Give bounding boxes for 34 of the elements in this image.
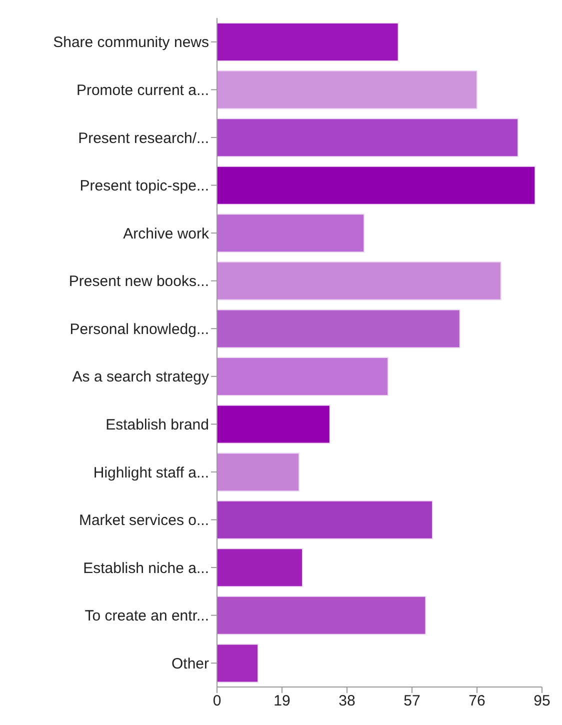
- bar: [217, 118, 519, 158]
- x-tick-label: 57: [404, 692, 420, 710]
- y-tick-label: As a search strategy: [72, 368, 210, 386]
- y-tick-label: Personal knowledg...: [70, 320, 209, 338]
- y-tick-label: Present research/...: [78, 130, 209, 147]
- y-tick-label: Promote current a...: [76, 82, 209, 100]
- bar: [217, 452, 300, 492]
- x-tick-label: 38: [338, 692, 356, 710]
- x-tick-label: 76: [468, 692, 486, 710]
- y-tick-label: Archive work: [123, 225, 210, 242]
- bar: [217, 596, 426, 635]
- bar: [217, 309, 460, 348]
- bar: [217, 22, 399, 62]
- y-tick-label: Present topic-spe...: [80, 178, 209, 195]
- y-tick-label: Other: [171, 655, 210, 672]
- x-tick-label: 95: [534, 692, 550, 710]
- x-tick-label: 19: [274, 692, 290, 710]
- y-tick-label: Market services o...: [78, 512, 209, 530]
- bar: [217, 214, 365, 253]
- y-tick-label: To create an entr...: [84, 608, 209, 625]
- bar: [217, 500, 434, 540]
- bar: [217, 357, 389, 396]
- y-tick-label: Present new books...: [68, 273, 209, 290]
- y-tick-label: Establish brand: [106, 416, 209, 434]
- bar: [217, 261, 502, 300]
- bar: [217, 166, 536, 205]
- y-tick-label: Highlight staff a...: [93, 464, 209, 482]
- bar: [217, 548, 304, 588]
- y-tick-label: Establish niche a...: [83, 560, 209, 577]
- bar: [217, 644, 259, 683]
- x-tick-label: 0: [212, 692, 222, 710]
- bar: [217, 404, 330, 444]
- bar: [217, 70, 478, 110]
- y-tick-label: Share community news: [53, 34, 209, 52]
